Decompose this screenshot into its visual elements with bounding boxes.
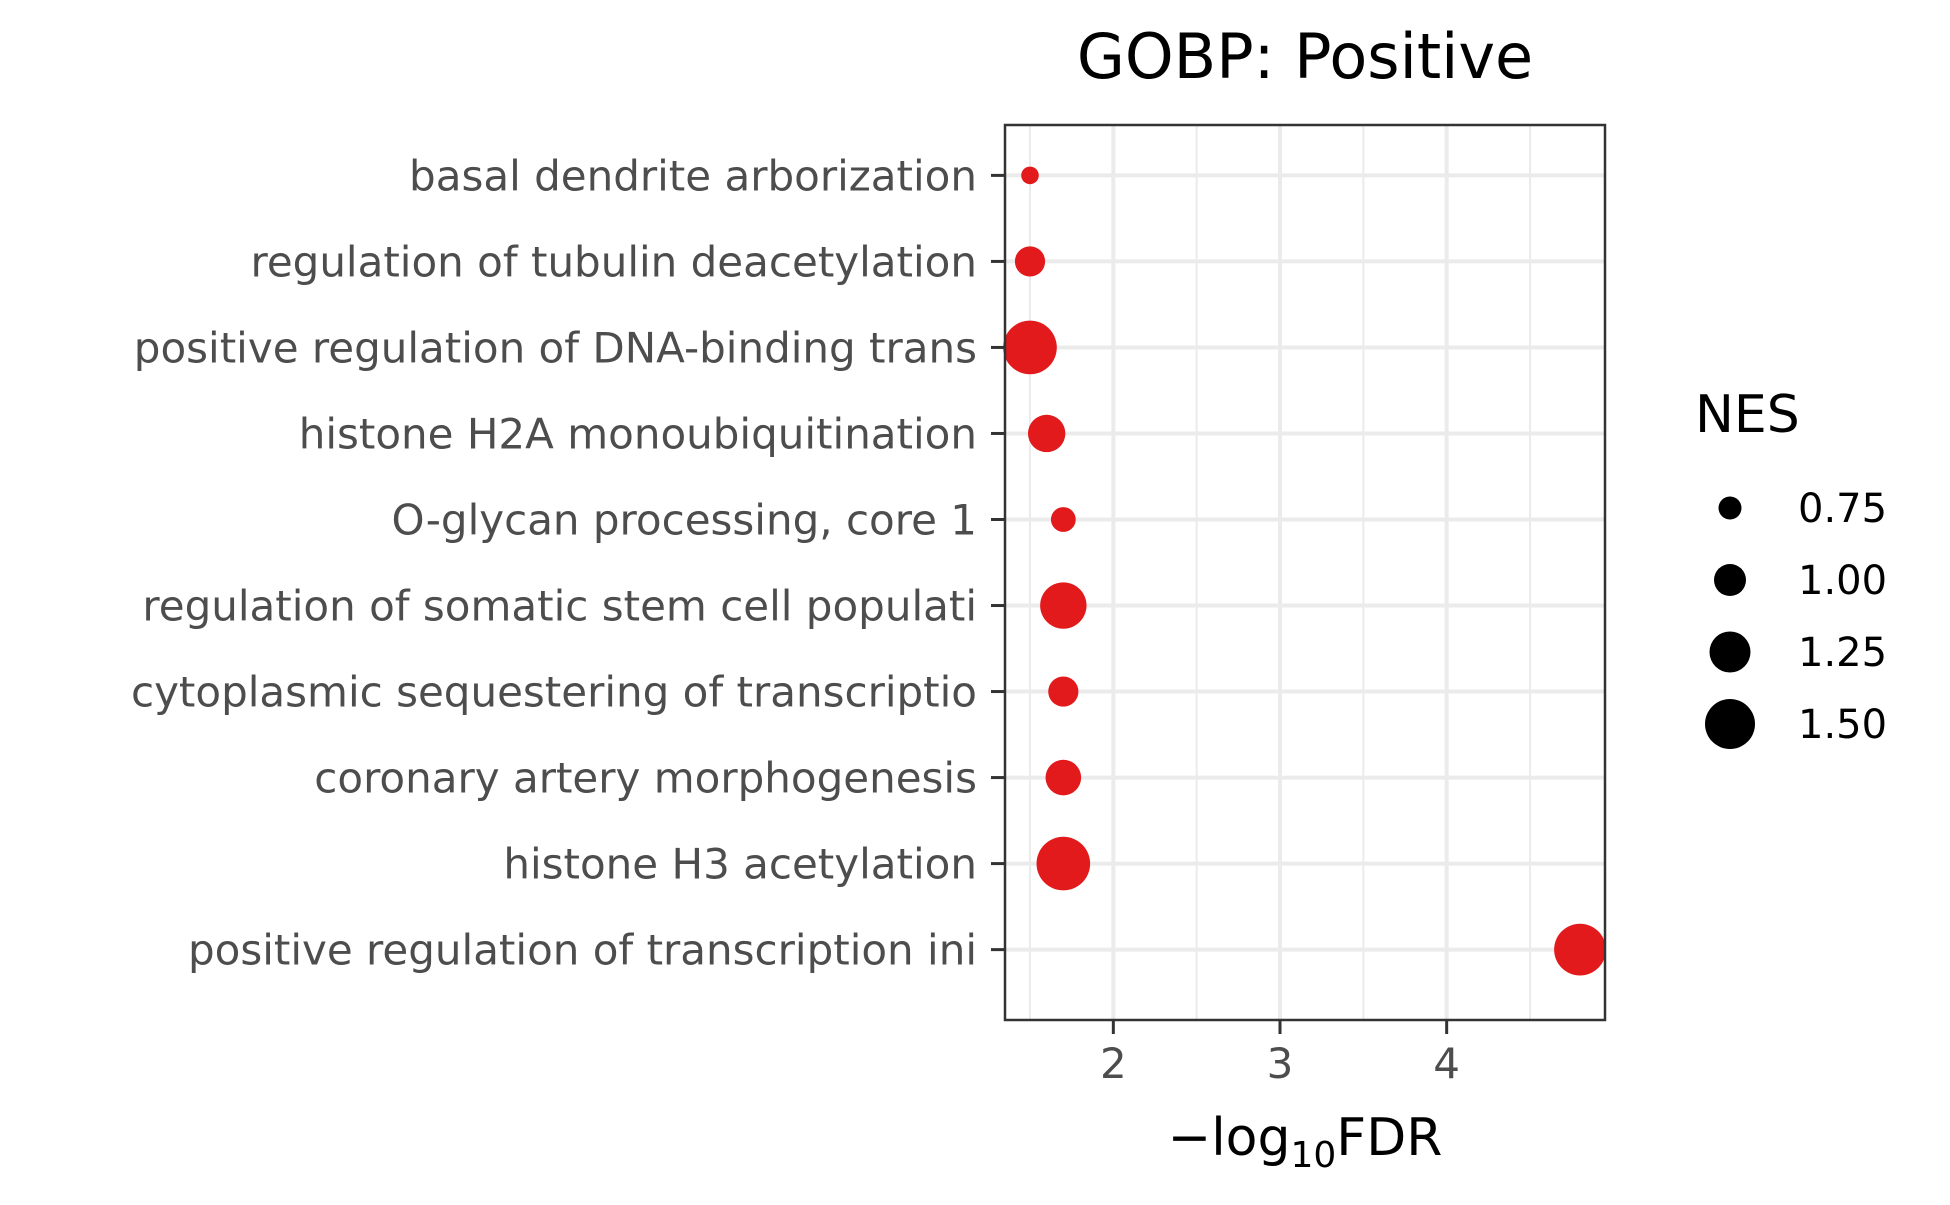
plot-panel [1003,123,1607,1022]
category-labels: basal dendrite arborization regulation of… [131,151,1005,975]
data-point [1040,582,1087,629]
category-label: regulation of somatic stem cell populati [142,582,977,631]
x-axis-ticks: 2 3 4 [1100,1020,1460,1088]
legend-key [1714,564,1746,596]
data-point [1003,320,1057,375]
category-label: histone H3 acetylation [503,840,977,889]
data-point [1045,759,1082,796]
legend-label: 1.50 [1798,702,1887,748]
data-point [1554,923,1606,976]
category-label: positive regulation of transcription ini [188,926,977,975]
data-point [1048,676,1079,707]
category-label: coronary artery morphogenesis [314,754,977,803]
data-point [1014,246,1046,277]
x-tick-label: 2 [1100,1039,1127,1088]
data-point [1027,414,1066,453]
panel-border [1003,123,1607,1022]
data-point [1050,507,1076,532]
category-label: O-glycan processing, core 1 [392,495,977,544]
x-axis-label-subscript: 10 [1290,1135,1336,1176]
x-axis-label-suffix: FDR [1336,1108,1442,1168]
legend-title: NES [1695,385,1800,445]
chart-title: GOBP: Positive [1077,20,1533,93]
category-label: histone H2A monoubiquitination [299,409,977,458]
x-tick-label: 4 [1433,1039,1460,1088]
legend-label: 1.25 [1798,630,1887,676]
category-label: regulation of tubulin deacetylation [250,237,977,286]
category-label: cytoplasmic sequestering of transcriptio [131,668,977,717]
category-label: basal dendrite arborization [409,151,977,200]
size-legend: NES 0.75 1.00 1.25 1.50 [1695,385,1887,749]
x-tick-label: 3 [1267,1039,1294,1088]
legend-key [1718,496,1742,520]
x-axis-label-prefix: −log [1168,1108,1291,1168]
legend-key [1709,631,1751,673]
legend-label: 1.00 [1798,558,1887,604]
panel-background [1005,125,1605,1020]
data-point [1021,166,1039,185]
category-label: positive regulation of DNA-binding trans [134,323,977,372]
data-point [1036,836,1091,891]
legend-label: 0.75 [1798,486,1887,532]
legend-key [1705,699,1755,749]
x-axis-label: −log10FDR [1168,1108,1443,1176]
